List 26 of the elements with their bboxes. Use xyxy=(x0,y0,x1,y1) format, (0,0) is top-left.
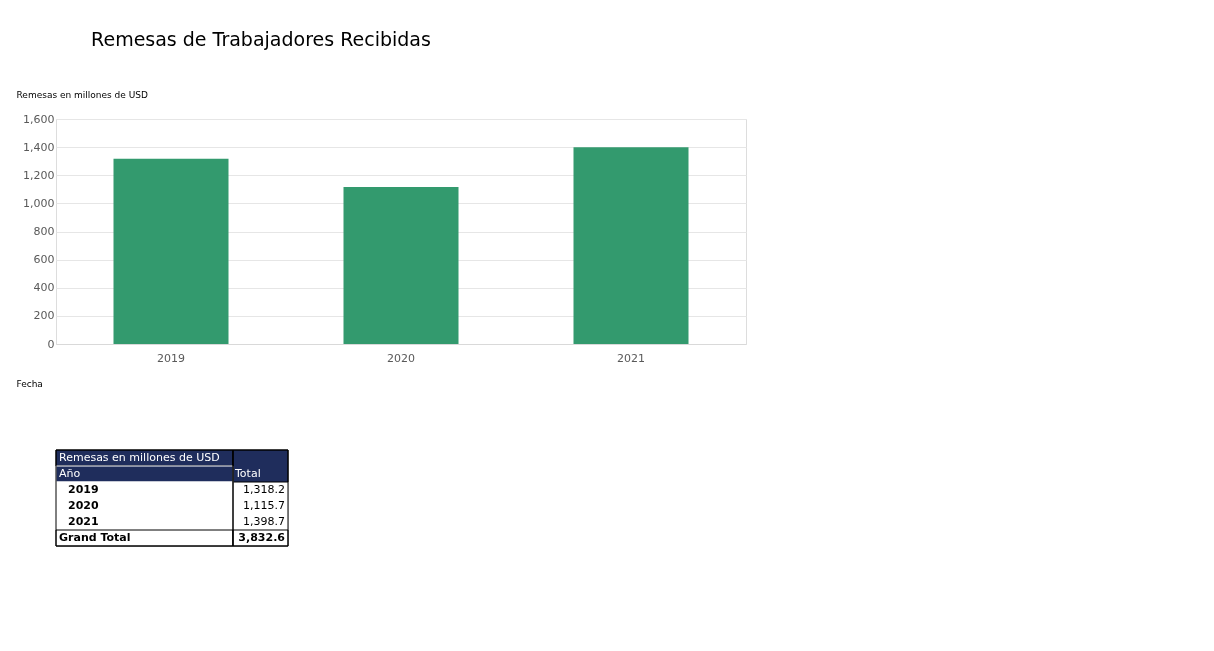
text: Total xyxy=(234,467,261,480)
y-axis-title: Remesas en millones de USD xyxy=(16,89,149,100)
y-tick-label: 1,600 xyxy=(23,112,55,126)
category-label: 2019 xyxy=(68,483,99,496)
x-tick-label: 2021 xyxy=(617,351,645,365)
x-tick-label: 2019 xyxy=(157,351,185,365)
x-axis-title: Fecha xyxy=(16,378,43,389)
category-label: 2021 xyxy=(68,515,99,528)
text: Remesas en millones de USD xyxy=(59,451,220,464)
text: 3,832.6 xyxy=(238,531,286,544)
y-tick-label: 200 xyxy=(33,309,55,323)
y-tick-label: 1,400 xyxy=(23,140,55,154)
y-tick-label: 400 xyxy=(33,281,55,295)
text: 1,398.7 xyxy=(243,515,285,528)
y-tick-label: 600 xyxy=(33,253,55,267)
text: 1,318.2 xyxy=(243,483,285,496)
text: Año xyxy=(59,467,81,480)
x-tick-label: 2020 xyxy=(387,351,415,365)
y-tick-label: 1,000 xyxy=(23,196,55,210)
chart-title: Remesas de Trabajadores Recibidas xyxy=(91,27,431,50)
y-tick-label: 0 xyxy=(47,337,55,351)
category-label: 2020 xyxy=(68,499,99,512)
y-tick-label: 1,200 xyxy=(23,168,55,182)
text: Grand Total xyxy=(59,531,131,544)
text: 1,115.7 xyxy=(243,499,285,512)
y-tick-label: 800 xyxy=(33,225,55,238)
